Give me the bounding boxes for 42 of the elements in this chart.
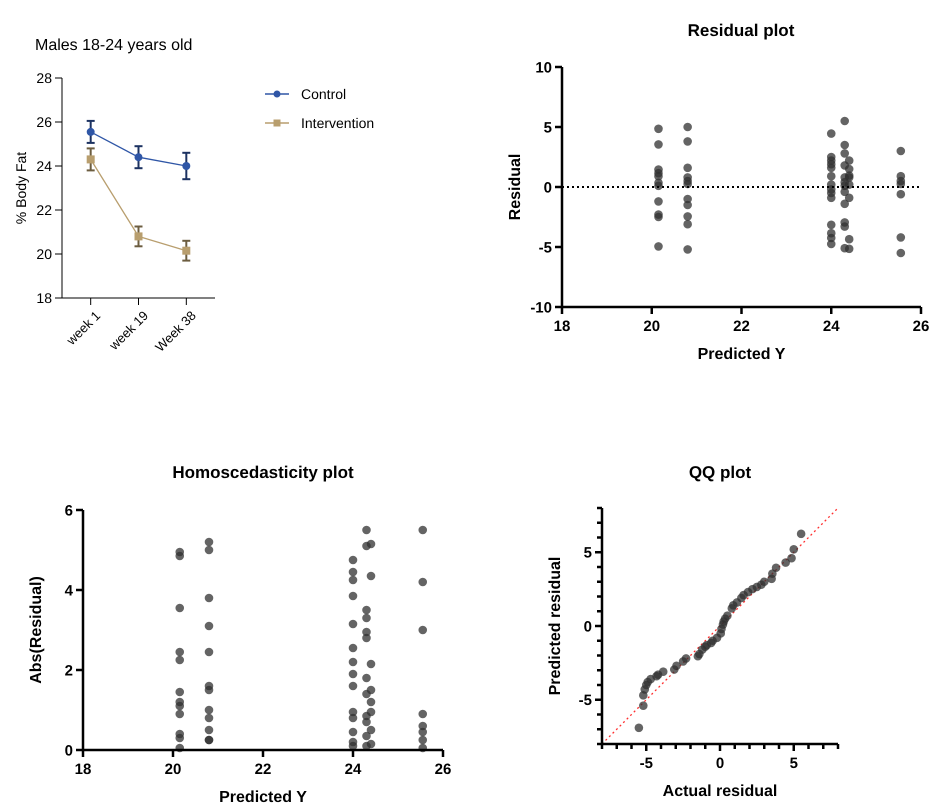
legend-label: Intervention — [301, 114, 374, 131]
x-tick-label: 22 — [733, 318, 750, 335]
x-axis-title: Predicted Y — [219, 789, 308, 806]
y-tick-label: 6 — [64, 502, 73, 520]
y-tick-label: 18 — [36, 290, 52, 306]
y-tick-label: 5 — [544, 119, 552, 136]
y-tick-label: 0 — [584, 618, 592, 636]
x-tick-label: 24 — [344, 761, 362, 778]
x-axis-title: Actual residual — [662, 783, 778, 800]
x-tick-label: 26 — [434, 761, 452, 778]
x-tick-label: 5 — [790, 755, 798, 772]
x-tick-label: -5 — [640, 755, 653, 772]
y-tick-label: -5 — [578, 692, 592, 709]
y-tick-label: 28 — [36, 70, 52, 86]
chart-title: Males 18-24 years old — [35, 37, 192, 54]
y-tick-label: 2 — [64, 662, 73, 680]
y-tick-label: 5 — [584, 544, 592, 562]
y-tick-label: 4 — [64, 582, 74, 600]
x-tick-label: 22 — [254, 761, 272, 778]
chart-title: Homoscedasticity plot — [172, 463, 354, 482]
legend-label: Control — [301, 86, 346, 102]
y-axis-title: % Body Fat — [13, 152, 29, 224]
y-tick-label: 26 — [36, 114, 52, 130]
chart-title: QQ plot — [688, 463, 752, 482]
x-tick-label: 20 — [164, 761, 182, 778]
y-tick-label: 24 — [36, 158, 52, 174]
x-tick-label: 20 — [643, 318, 660, 335]
y-tick-label: 0 — [64, 742, 73, 760]
y-tick-label: 22 — [36, 202, 52, 218]
y-axis-title: Abs(Residual) — [28, 576, 45, 684]
y-tick-label: -5 — [538, 239, 552, 256]
x-tick-label: 0 — [716, 755, 724, 772]
chart-title: Residual plot — [688, 21, 795, 40]
y-tick-label: 10 — [535, 59, 552, 76]
y-axis-title: Predicted residual — [547, 556, 564, 696]
y-tick-label: -10 — [530, 299, 552, 316]
y-axis-title: Residual — [507, 154, 524, 220]
x-tick-label: 26 — [912, 318, 930, 335]
x-axis-title: Predicted Y — [698, 346, 786, 363]
x-tick-label: 24 — [822, 318, 840, 335]
y-tick-label: 0 — [544, 179, 552, 196]
y-tick-label: 20 — [36, 246, 52, 262]
